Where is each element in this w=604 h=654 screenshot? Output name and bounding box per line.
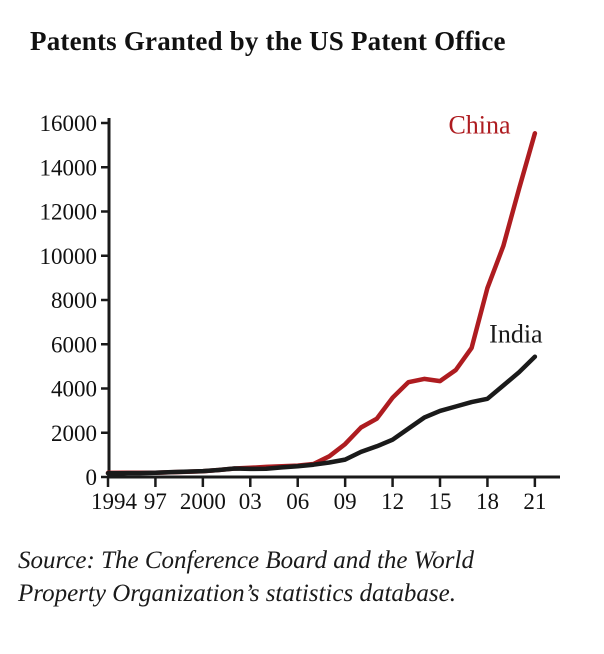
y-tick-label: 10000 <box>40 244 98 269</box>
y-tick-label: 8000 <box>51 288 97 313</box>
x-tick-label: 06 <box>286 489 309 514</box>
y-tick-label: 14000 <box>40 155 98 180</box>
y-tick-label: 6000 <box>51 332 97 357</box>
y-tick-label: 16000 <box>40 111 98 136</box>
series-line-india <box>105 354 538 476</box>
x-tick-label: 1994 <box>91 489 138 514</box>
x-tick-label: 03 <box>239 489 262 514</box>
series-label-india: India <box>489 320 543 349</box>
x-tick-label: 97 <box>144 489 167 514</box>
x-tick-label: 15 <box>429 489 452 514</box>
y-tick-label: 4000 <box>51 377 97 402</box>
chart-title: Patents Granted by the US Patent Office <box>30 26 506 56</box>
x-tick-label: 09 <box>334 489 357 514</box>
x-tick-label: 2000 <box>180 489 226 514</box>
series-line-china <box>105 131 538 476</box>
source-line-1: Source: The Conference Board and the Wor… <box>18 547 474 574</box>
x-tick-label: 21 <box>523 489 546 514</box>
y-tick-label: 0 <box>86 465 98 490</box>
x-tick-label: 12 <box>381 489 404 514</box>
source-line-2: Property Organization’s statistics datab… <box>18 580 456 607</box>
source-note: Source: The Conference Board and the Wor… <box>18 544 474 610</box>
y-tick-label: 12000 <box>40 200 98 225</box>
series-label-china: China <box>448 110 511 139</box>
y-tick-label: 2000 <box>51 421 97 446</box>
x-tick-label: 18 <box>476 489 499 514</box>
